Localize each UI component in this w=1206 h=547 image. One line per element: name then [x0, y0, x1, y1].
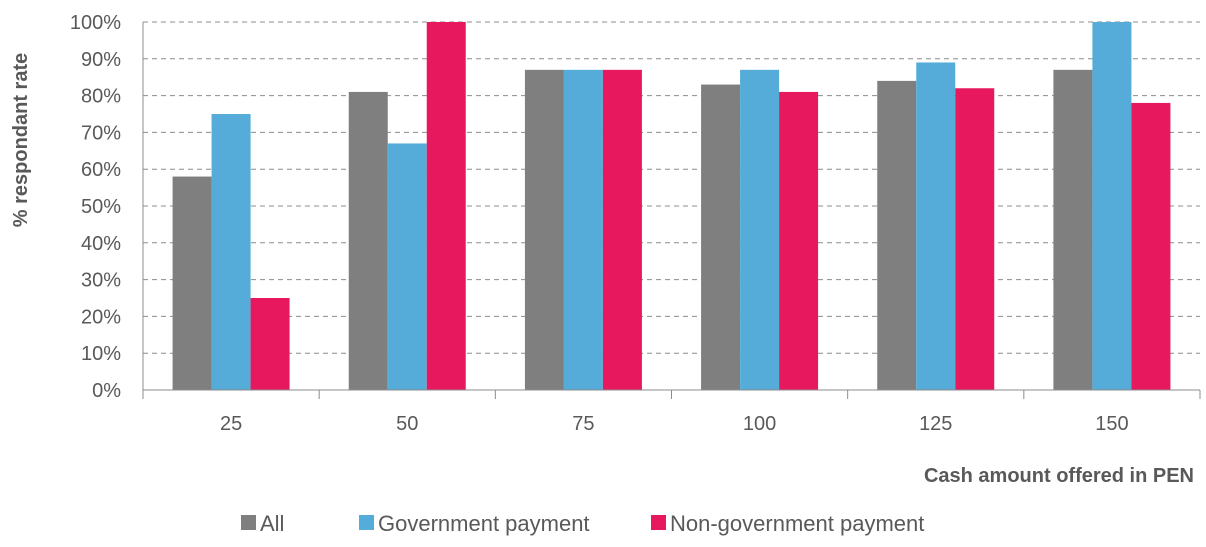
bar [740, 69, 780, 390]
bar [1092, 22, 1132, 390]
bar [524, 69, 564, 390]
bar [877, 80, 917, 390]
y-tick-labels: 0% 10% 20% 30% 40% 50% 60% 70% 80% 90% 100% [70, 12, 121, 402]
gridlines [143, 21, 1200, 354]
y-tick-label: 60% [81, 159, 121, 181]
bar [563, 69, 603, 390]
x-tick-label: 100 [743, 413, 776, 435]
bar [602, 69, 642, 390]
x-tick-label: 125 [919, 413, 952, 435]
y-tick-label: 70% [81, 122, 121, 144]
bar [701, 84, 741, 390]
bar [779, 91, 819, 391]
y-tick-label: 10% [81, 343, 121, 365]
y-tick-label: 80% [81, 86, 121, 108]
y-tick-label: 20% [81, 306, 121, 328]
bar [1131, 102, 1171, 391]
bar [916, 62, 956, 390]
legend: All Government payment Non-government paym… [241, 511, 924, 536]
legend-label: All [260, 511, 284, 536]
legend-swatch [241, 515, 256, 530]
bars [172, 22, 1171, 391]
y-tick-label: 100% [70, 12, 121, 34]
x-tick-labels: 25 50 75 100 125 150 [220, 413, 1129, 435]
legend-swatch [651, 515, 666, 530]
bar [955, 88, 995, 391]
bar [387, 143, 427, 390]
bar [250, 298, 290, 390]
x-tick-label: 50 [396, 413, 418, 435]
y-tick-label: 0% [92, 380, 121, 402]
bar [172, 176, 212, 390]
legend-label: Non-government payment [670, 511, 924, 536]
legend-label: Government payment [378, 511, 590, 536]
bar [211, 114, 251, 390]
y-axis-title: % respondant rate [10, 53, 32, 227]
bar [1053, 69, 1093, 390]
y-tick-label: 30% [81, 270, 121, 292]
y-tick-label: 40% [81, 233, 121, 255]
y-tick-label: 90% [81, 49, 121, 71]
y-tick-label: 50% [81, 196, 121, 218]
legend-swatch [359, 515, 374, 530]
x-tick-label: 150 [1095, 413, 1128, 435]
x-tick-label: 75 [572, 413, 594, 435]
bar [426, 22, 466, 390]
bar [348, 91, 388, 391]
x-tick-label: 25 [220, 413, 242, 435]
x-axis-title: Cash amount offered in PEN [924, 465, 1194, 487]
axes [142, 22, 1201, 399]
